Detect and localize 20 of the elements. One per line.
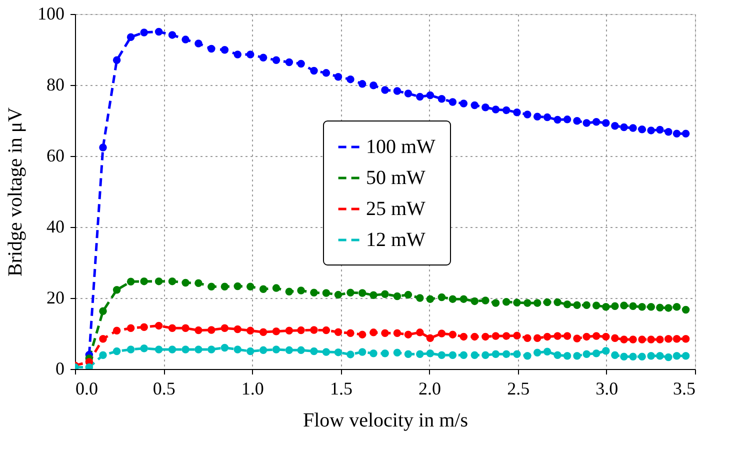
y-tick-label: 20 [46, 288, 64, 308]
y-tick-label: 0 [56, 358, 64, 378]
x-tick-label: 2.5 [507, 378, 530, 398]
x-tick-label: 1.5 [330, 378, 352, 398]
x-tick-label: 1.0 [241, 378, 264, 398]
y-axis-title: Bridge voltage in μV [4, 106, 26, 277]
x-axis-title: Flow velocity in m/s [303, 410, 468, 432]
legend-label: 100 mW [366, 136, 436, 158]
legend-label: 25 mW [366, 198, 426, 220]
y-tick-label: 60 [46, 146, 64, 166]
x-tick-label: 0.5 [152, 378, 176, 398]
x-tick-label: 3.5 [673, 378, 696, 398]
x-tick-label: 3.0 [596, 378, 618, 398]
x-tick-label: 0.0 [76, 378, 98, 398]
legend-label: 12 mW [366, 229, 426, 251]
y-tick-label: 100 [38, 4, 64, 24]
y-tick-label: 40 [46, 216, 64, 236]
y-tick-label: 80 [46, 74, 64, 94]
x-tick-label: 2.0 [418, 378, 442, 398]
legend-label: 50 mW [366, 167, 426, 189]
